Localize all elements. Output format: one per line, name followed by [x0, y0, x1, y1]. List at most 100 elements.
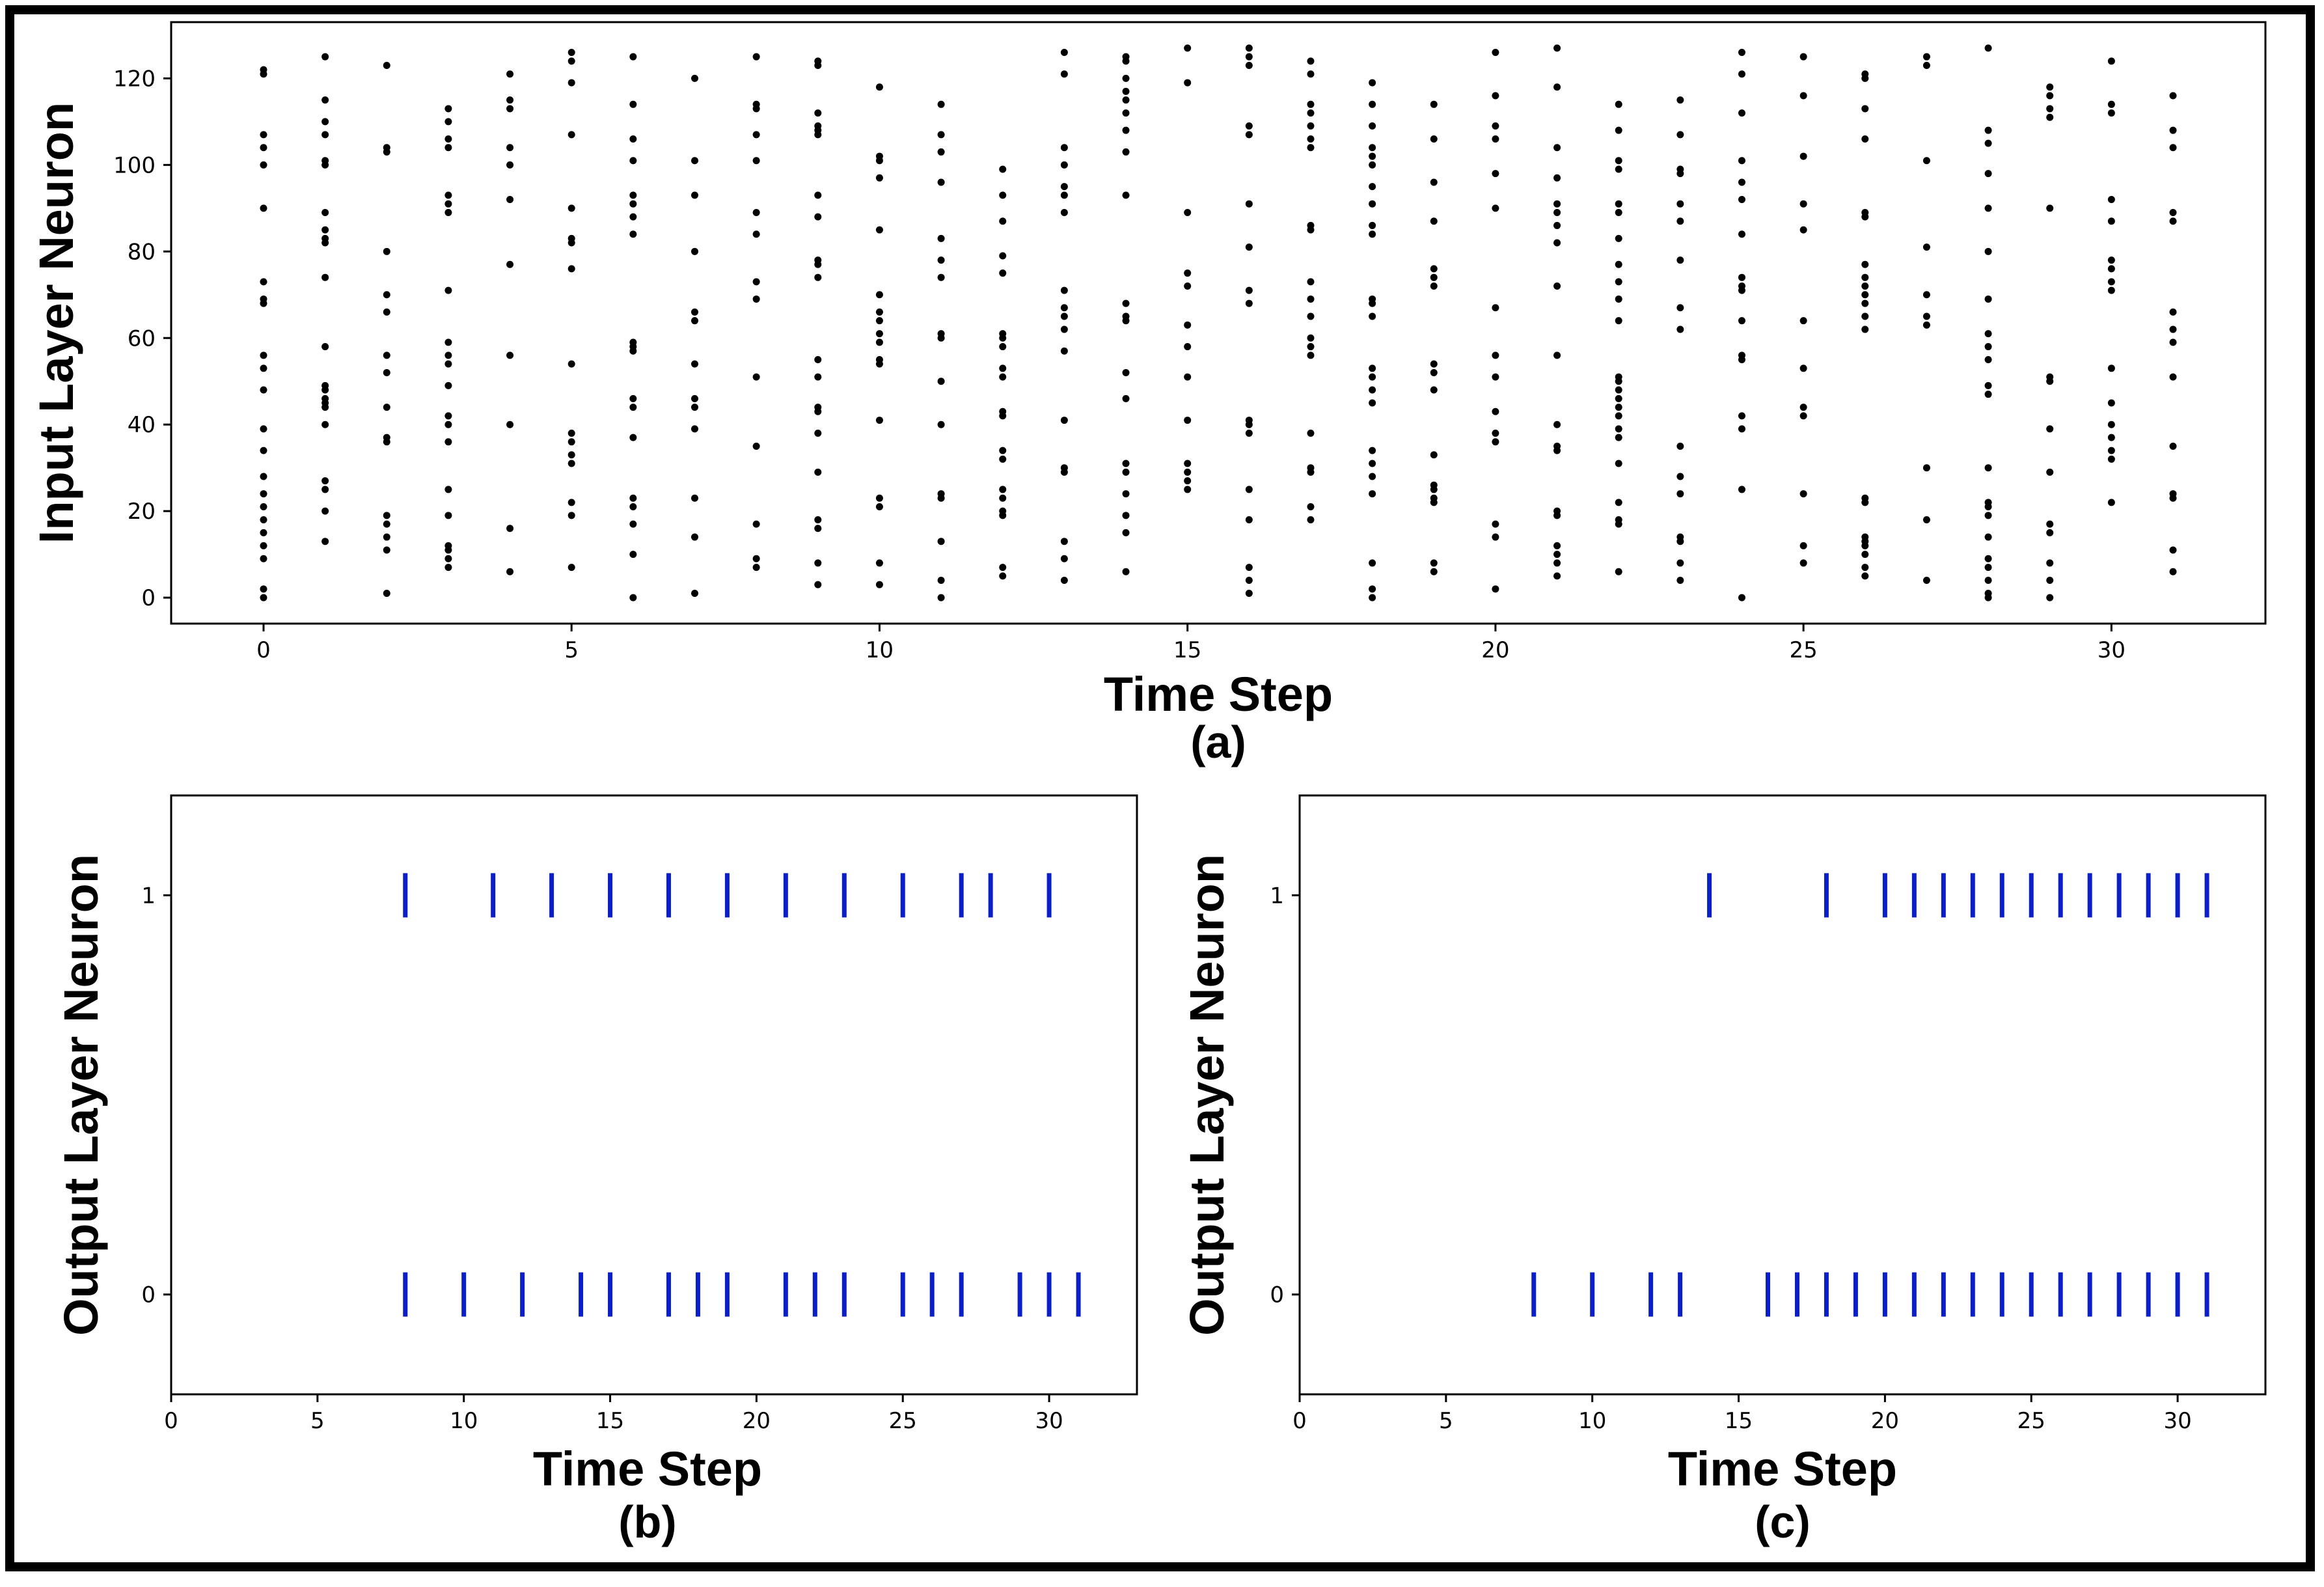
input-spike-point — [875, 338, 883, 346]
input-spike-point — [383, 144, 390, 152]
input-spike-point — [1245, 61, 1253, 69]
panel-b-spikes — [403, 873, 1081, 1317]
input-spike-point — [1922, 464, 1930, 472]
input-spike-point — [691, 533, 698, 541]
panel-a-xlabel: Time Step — [1104, 667, 1333, 721]
input-spike-point — [1615, 404, 1622, 411]
input-spike-point — [1184, 486, 1192, 493]
input-spike-point — [814, 57, 822, 65]
input-spike-point — [999, 455, 1007, 463]
input-spike-point — [1553, 442, 1561, 450]
input-spike-point — [1122, 87, 1130, 95]
input-spike-point — [444, 421, 452, 428]
input-spike-point — [1060, 183, 1068, 191]
panel-c-axes — [1298, 794, 2267, 1396]
input-spike-point — [1430, 360, 1438, 368]
input-spike-point — [1184, 79, 1192, 87]
input-spike-point — [999, 269, 1007, 277]
input-spike-point — [1430, 100, 1438, 108]
input-spike-point — [444, 208, 452, 216]
input-spike-point — [260, 131, 267, 139]
input-spike-point — [260, 386, 267, 394]
input-spike-point — [260, 161, 267, 169]
input-spike-point — [691, 317, 698, 325]
input-spike-point — [1307, 503, 1315, 511]
input-spike-point — [2046, 113, 2054, 121]
input-spike-point — [567, 204, 575, 212]
panel-b-caption: (b) — [618, 1497, 676, 1547]
input-spike-point — [1369, 230, 1376, 238]
input-spike-point — [937, 577, 945, 585]
input-spike-point — [1307, 109, 1315, 117]
input-spike-point — [629, 394, 637, 402]
input-spike-point — [1922, 577, 1930, 585]
input-spike-point — [1492, 373, 1499, 381]
input-spike-point — [321, 157, 329, 165]
input-spike-point — [875, 226, 883, 234]
input-spike-point — [1984, 330, 1992, 338]
input-spike-point — [875, 494, 883, 502]
input-spike-point — [814, 581, 822, 588]
input-spike-point — [1676, 200, 1684, 208]
input-spike-point — [1307, 464, 1315, 472]
input-spike-point — [1553, 572, 1561, 580]
panel-a-xtick-label: 20 — [1481, 637, 1509, 663]
input-spike-point — [1615, 394, 1622, 402]
input-spike-point — [1861, 208, 1869, 216]
input-spike-point — [1245, 243, 1253, 251]
input-spike-point — [1430, 282, 1438, 290]
input-spike-point — [444, 286, 452, 294]
input-spike-point — [1307, 122, 1315, 130]
input-spike-point — [1492, 533, 1499, 541]
input-spike-point — [1060, 464, 1068, 472]
input-spike-point — [1553, 200, 1561, 208]
input-spike-point — [444, 564, 452, 572]
input-spike-point — [937, 131, 945, 139]
input-spike-point — [1369, 122, 1376, 130]
panel-b-xtick-label: 30 — [1035, 1408, 1063, 1434]
input-spike-point — [321, 226, 329, 234]
panel-b-xtick-label: 5 — [310, 1408, 325, 1434]
input-spike-point — [2046, 204, 2054, 212]
input-spike-point — [444, 118, 452, 126]
input-spike-point — [1184, 417, 1192, 424]
input-spike-point — [1615, 434, 1622, 441]
input-spike-point — [1984, 247, 1992, 255]
input-spike-point — [875, 581, 883, 588]
input-spike-point — [1307, 57, 1315, 65]
input-spike-point — [567, 499, 575, 506]
input-spike-point — [937, 378, 945, 385]
input-spike-point — [875, 83, 883, 91]
input-spike-point — [1060, 325, 1068, 333]
input-spike-point — [814, 256, 822, 264]
input-spike-point — [1430, 451, 1438, 459]
input-spike-point — [1307, 312, 1315, 320]
input-spike-point — [2046, 559, 2054, 567]
input-spike-point — [1430, 481, 1438, 489]
panel-a-ticks: 0 5 10 15 20 25 30 0 20 40 60 80 100 120 — [113, 66, 2126, 663]
input-spike-point — [383, 520, 390, 528]
input-spike-point — [260, 490, 267, 498]
input-spike-point — [2046, 468, 2054, 476]
input-spike-point — [1738, 594, 1745, 601]
input-spike-point — [1369, 221, 1376, 229]
input-spike-point — [1430, 559, 1438, 567]
input-spike-point — [2046, 594, 2054, 601]
input-spike-point — [1799, 53, 1807, 61]
input-spike-point — [1307, 295, 1315, 303]
input-spike-point — [1922, 516, 1930, 523]
input-spike-point — [1553, 352, 1561, 359]
input-spike-point — [1430, 265, 1438, 273]
input-spike-point — [1430, 568, 1438, 575]
input-spike-point — [1184, 343, 1192, 351]
input-spike-point — [875, 291, 883, 299]
input-spike-point — [1122, 126, 1130, 134]
input-spike-point — [1738, 230, 1745, 238]
input-spike-point — [1307, 135, 1315, 143]
input-spike-point — [1676, 559, 1684, 567]
input-spike-point — [1615, 208, 1622, 216]
input-spike-point — [1369, 200, 1376, 208]
input-spike-point — [567, 234, 575, 242]
input-spike-point — [1122, 468, 1130, 476]
input-spike-point — [1984, 170, 1992, 178]
